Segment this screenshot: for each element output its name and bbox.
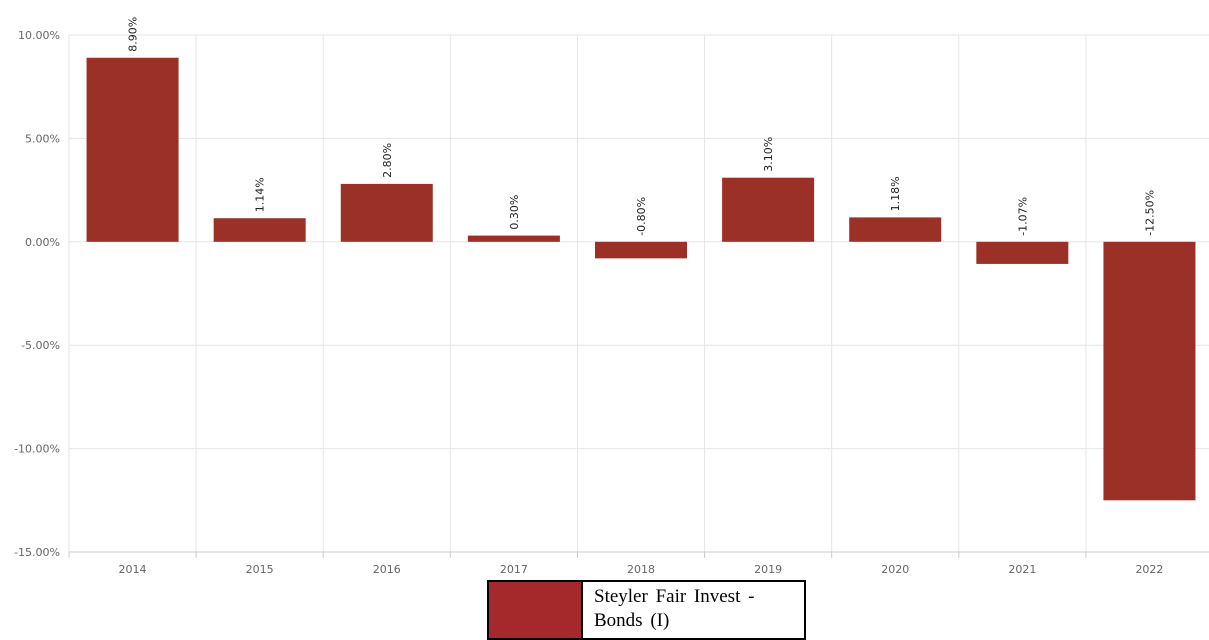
- bar: [86, 57, 179, 242]
- data-labels: 8.90% 1.14% 2.80% 0.30% -0.80% 3.10% 1.18% -1.0…: [127, 17, 1157, 236]
- y-tick-label: -15.00%: [14, 546, 60, 559]
- legend-label: Steyler Fair Invest - Bonds (I): [594, 586, 755, 631]
- x-tick-label: 2022: [1135, 563, 1163, 576]
- x-tick-label: 2017: [500, 563, 528, 576]
- y-tick-label: -5.00%: [21, 339, 60, 352]
- x-axis: 2014 2015 2016 2017 2018 2019 2020 2021 2022: [68, 551, 1209, 576]
- data-label: 1.18%: [889, 176, 902, 211]
- bar: [213, 218, 306, 242]
- y-tick-label: -10.00%: [14, 443, 60, 456]
- bar-chart: 10.00% 5.00% 0.00% -5.00% -10.00% -15.00% 8.9…: [14, 17, 1209, 576]
- y-axis: 10.00% 5.00% 0.00% -5.00% -10.00% -15.00%: [14, 29, 60, 559]
- bar: [340, 183, 433, 242]
- data-label: 8.90%: [127, 17, 140, 52]
- data-label: 0.30%: [508, 195, 521, 230]
- legend-swatch: [489, 582, 583, 638]
- data-label: 1.14%: [254, 177, 267, 212]
- x-tick-label: 2018: [627, 563, 655, 576]
- data-label: 3.10%: [762, 137, 775, 172]
- y-tick-label: 10.00%: [18, 29, 60, 42]
- bar: [722, 177, 815, 242]
- x-tick-label: 2021: [1008, 563, 1036, 576]
- data-label: -12.50%: [1143, 190, 1156, 236]
- x-tick-label: 2019: [754, 563, 782, 576]
- bar: [467, 235, 560, 242]
- legend: Steyler Fair Invest - Bonds (I): [487, 580, 806, 640]
- bar: [976, 241, 1069, 264]
- y-tick-label: 0.00%: [25, 236, 60, 249]
- x-tick-label: 2015: [246, 563, 274, 576]
- bar: [1103, 241, 1196, 501]
- bar: [849, 217, 942, 242]
- bars: [86, 57, 1196, 501]
- data-label: -1.07%: [1016, 197, 1029, 236]
- grid-lines: [68, 34, 1209, 553]
- data-label: 2.80%: [381, 143, 394, 178]
- x-tick-label: 2014: [119, 563, 147, 576]
- x-tick-label: 2016: [373, 563, 401, 576]
- x-tick-label: 2020: [881, 563, 909, 576]
- y-tick-label: 5.00%: [25, 132, 60, 145]
- data-label: -0.80%: [635, 197, 648, 236]
- bar: [595, 241, 687, 259]
